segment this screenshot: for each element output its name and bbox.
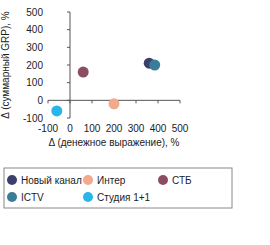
x-tick — [158, 100, 159, 103]
y-tick-label: 400 — [26, 24, 43, 35]
legend-label: СТБ — [172, 175, 192, 186]
y-tick-label: 100 — [26, 77, 43, 88]
y-tick-label: 300 — [26, 42, 43, 53]
x-axis-title: Δ (денежное выражение), % — [48, 137, 179, 148]
y-tick — [67, 29, 70, 30]
point — [149, 60, 160, 71]
y-tick — [67, 65, 70, 66]
y-tick-label: 0 — [37, 95, 43, 106]
legend-label: Интер — [97, 175, 126, 186]
x-tick — [48, 100, 49, 103]
legend-label: Новый канал — [21, 175, 82, 186]
x-tick-label: -100 — [38, 123, 58, 134]
y-tick-label: 500 — [26, 7, 43, 18]
x-tick — [136, 100, 137, 103]
legend: Новый канал Интер СТБ ICTV Студия 1+1 — [4, 168, 232, 208]
y-axis-title: Δ (суммарный GRP), % — [0, 11, 11, 119]
x-tick-label: 300 — [128, 123, 145, 134]
y-tick — [67, 47, 70, 48]
x-tick-label: 500 — [172, 123, 189, 134]
point — [109, 98, 120, 109]
points — [51, 58, 160, 117]
legend-marker — [7, 175, 17, 185]
y-tick — [67, 100, 70, 101]
legend-marker — [7, 192, 17, 202]
x-tick-label: 400 — [150, 123, 167, 134]
point — [78, 67, 89, 78]
x-tick-label: 0 — [67, 123, 73, 134]
x-tick — [180, 100, 181, 103]
point — [51, 105, 62, 116]
legend-label: Студия 1+1 — [97, 192, 151, 203]
x-tick — [92, 100, 93, 103]
x-tick-label: 100 — [84, 123, 101, 134]
y-tick-label: -100 — [23, 113, 43, 124]
legend-marker — [83, 175, 93, 185]
y-tick-label: 200 — [26, 60, 43, 71]
x-tick-label: 200 — [106, 123, 123, 134]
y-tick — [67, 12, 70, 13]
legend-box — [4, 168, 232, 208]
y-tick — [67, 118, 70, 119]
legend-label: ICTV — [21, 192, 44, 203]
legend-marker — [83, 192, 93, 202]
legend-marker — [158, 175, 168, 185]
chart: -100 0 100 200 300 400 500 -100 0 100 200 300 400 500… — [0, 0, 270, 245]
y-tick — [67, 82, 70, 83]
